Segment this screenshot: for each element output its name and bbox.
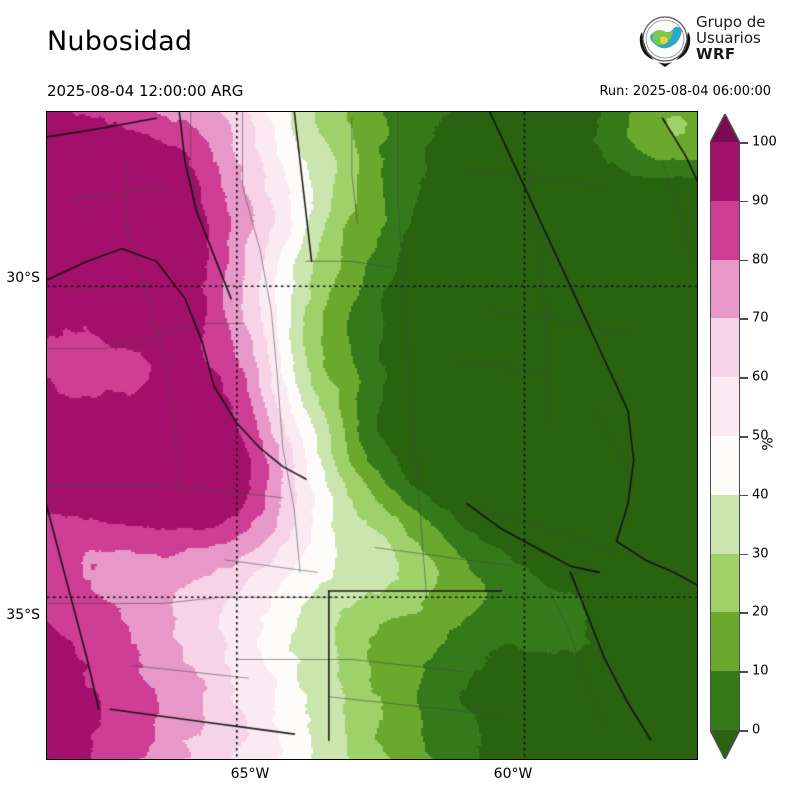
colorbar-band-50-60 [711, 377, 739, 436]
valid-time-label: 2025-08-04 12:00:00 ARG [47, 82, 244, 100]
colorbar-tick-90 [740, 200, 748, 203]
colorbar-bands [710, 142, 740, 730]
colorbar-tick-label-40: 40 [752, 487, 769, 503]
colorbar-tick-100 [740, 142, 748, 144]
lat-tick-label-0: 30°S [6, 270, 40, 286]
brand-logo: Grupo de Usuarios WRF [636, 12, 796, 74]
lat-tick-label-1: 35°S [6, 607, 40, 623]
colorbar-tick-30 [740, 553, 748, 556]
cloud-cover-raster [47, 112, 697, 759]
colorbar-band-40-50 [711, 435, 739, 495]
colorbar-tick-80 [740, 259, 748, 262]
colorbar-band-70-80 [711, 259, 739, 319]
colorbar-tick-70 [740, 318, 748, 320]
colorbar-tick-label-60: 60 [752, 369, 769, 385]
page-title: Nubosidad [47, 26, 193, 57]
colorbar-unit-label: % [760, 437, 777, 451]
colorbar-tick-label-90: 90 [752, 193, 769, 209]
lon-tick-label-0: 65°W [230, 766, 270, 782]
colorbar-band-20-30 [711, 553, 739, 613]
colorbar-tick-label-20: 20 [752, 604, 769, 620]
colorbar-tick-label-10: 10 [752, 663, 769, 679]
colorbar-band-80-90 [711, 200, 739, 260]
colorbar-band-30-40 [711, 494, 739, 554]
colorbar-tick-label-70: 70 [752, 310, 769, 326]
logo-text: Grupo de Usuarios WRF [696, 14, 766, 62]
run-time-label: Run: 2025-08-04 06:00:00 [599, 84, 771, 99]
colorbar-tick-50 [740, 436, 748, 438]
colorbar-tick-label-100: 100 [752, 134, 777, 150]
colorbar-band-60-70 [711, 318, 739, 378]
colorbar-tick-label-30: 30 [752, 546, 769, 562]
logo-line-1: Grupo de [696, 13, 766, 31]
colorbar-tick-label-0: 0 [752, 722, 761, 738]
colorbar[interactable]: 100 90 80 70 60 50 40 30 20 10 0 [709, 112, 777, 760]
lon-tick-label-1: 60°W [493, 766, 533, 782]
colorbar-tick-0 [740, 730, 748, 732]
colorbar-over-arrow [710, 114, 740, 143]
colorbar-tick-40 [740, 494, 748, 497]
colorbar-tick-label-80: 80 [752, 252, 769, 268]
colorbar-band-0-10 [711, 671, 739, 730]
globe-emblem-icon [639, 16, 691, 67]
logo-line-3: WRF [696, 45, 736, 63]
colorbar-band-90-100 [711, 142, 739, 201]
map-plot-area[interactable] [46, 111, 698, 760]
colorbar-tick-20 [740, 612, 748, 614]
colorbar-tick-10 [740, 671, 748, 673]
colorbar-tick-60 [740, 377, 748, 379]
colorbar-under-arrow [710, 730, 740, 759]
colorbar-tick-label-50: 50 [752, 428, 769, 444]
logo-line-2: Usuarios [696, 29, 761, 47]
colorbar-band-10-20 [711, 612, 739, 672]
